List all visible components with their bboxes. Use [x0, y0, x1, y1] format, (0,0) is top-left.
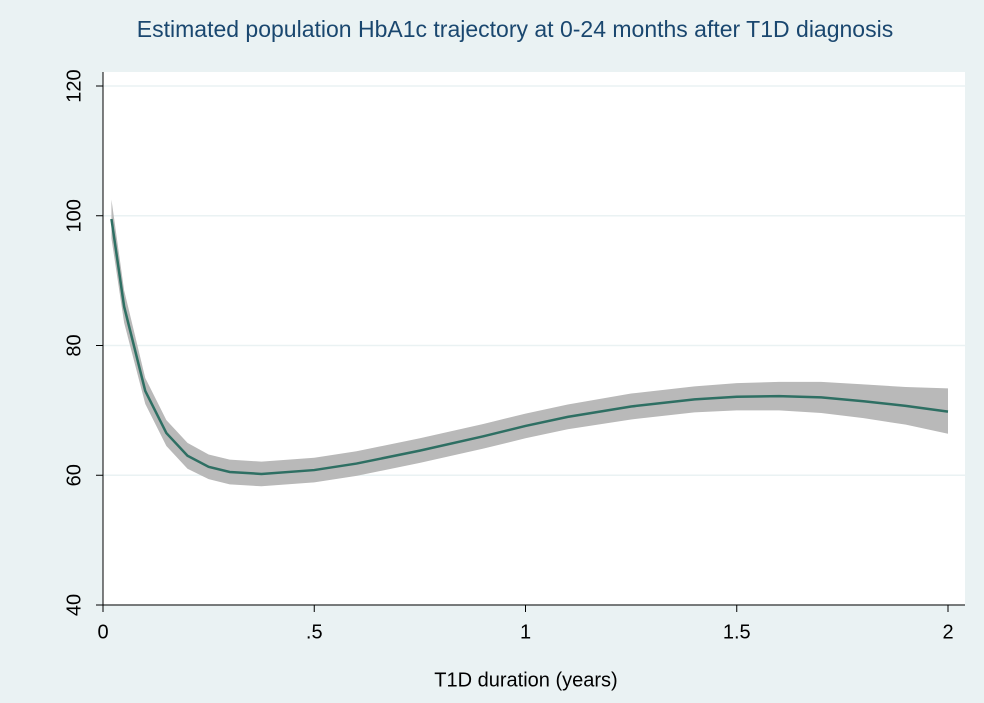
x-tick-label: 2: [942, 621, 953, 643]
y-tick-label: 60: [63, 464, 85, 486]
y-tick-label: 100: [63, 199, 85, 232]
x-tick-label: 1: [520, 621, 531, 643]
y-tick-label: 120: [63, 69, 85, 102]
confidence-band: [111, 199, 948, 487]
x-tick-label: .5: [306, 621, 323, 643]
x-axis-label: T1D duration (years): [434, 669, 617, 691]
chart-title: Estimated population HbA1c trajectory at…: [137, 16, 893, 42]
x-tick-label: 0: [97, 621, 108, 643]
x-tick-label: 1.5: [723, 621, 751, 643]
y-tick-label: 80: [63, 334, 85, 356]
y-tick-label: 40: [63, 594, 85, 616]
line: [110, 218, 949, 476]
plot-area: [103, 72, 965, 605]
